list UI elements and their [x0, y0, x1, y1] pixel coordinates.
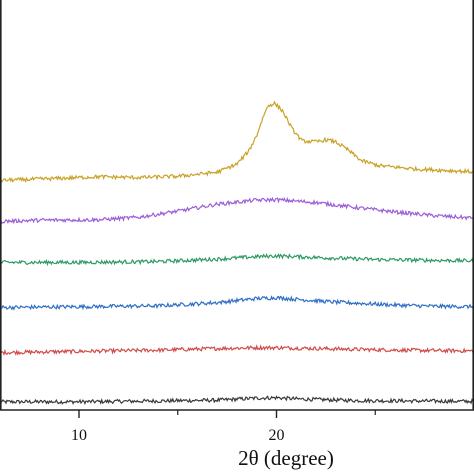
series-line-5	[0, 196, 474, 225]
x-tick-label-2: 20	[269, 427, 285, 444]
series-line-1	[0, 395, 474, 406]
series-line-2	[0, 344, 474, 356]
tick-layer: 10 20	[71, 410, 376, 444]
x-tick-label-1: 10	[71, 427, 87, 444]
series-line-4	[0, 253, 474, 267]
series-line-6	[0, 100, 474, 184]
series-layer	[0, 100, 474, 406]
series-line-3	[0, 295, 474, 311]
x-axis-title: 2θ (degree)	[238, 446, 334, 470]
